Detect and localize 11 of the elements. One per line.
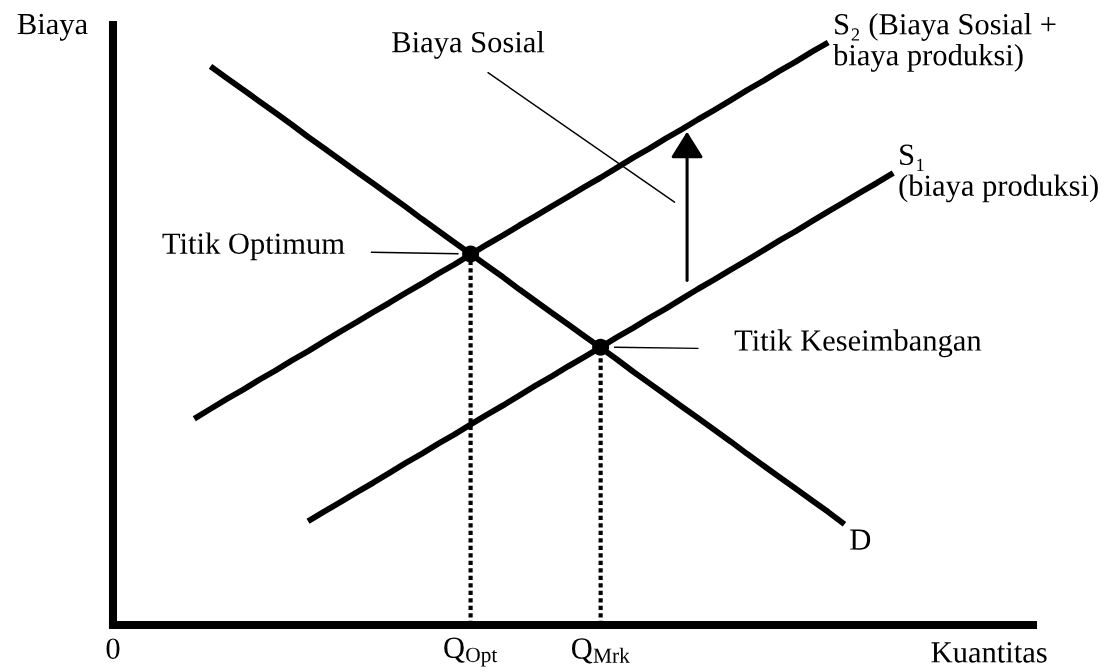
annotation: Titik Optimum: [162, 232, 345, 261]
annotation: Biaya Sosial: [392, 31, 545, 59]
series-label: S₁ (biaya produksi): [899, 144, 1098, 203]
y-axis-title: Biaya: [17, 13, 88, 41]
series-label: D: [850, 529, 871, 550]
annotation: Titik Keseimbangan: [734, 329, 982, 358]
series-label: S₂ (Biaya Sosial + biaya produksi): [833, 13, 1056, 72]
x-tick-label: Q$_{Mrk}$: [571, 638, 630, 664]
x-tick-label: Q$_{Opt}$: [444, 637, 498, 667]
x-tick-label: 0: [106, 638, 120, 659]
x-axis-title: Kuantitas: [931, 642, 1047, 663]
